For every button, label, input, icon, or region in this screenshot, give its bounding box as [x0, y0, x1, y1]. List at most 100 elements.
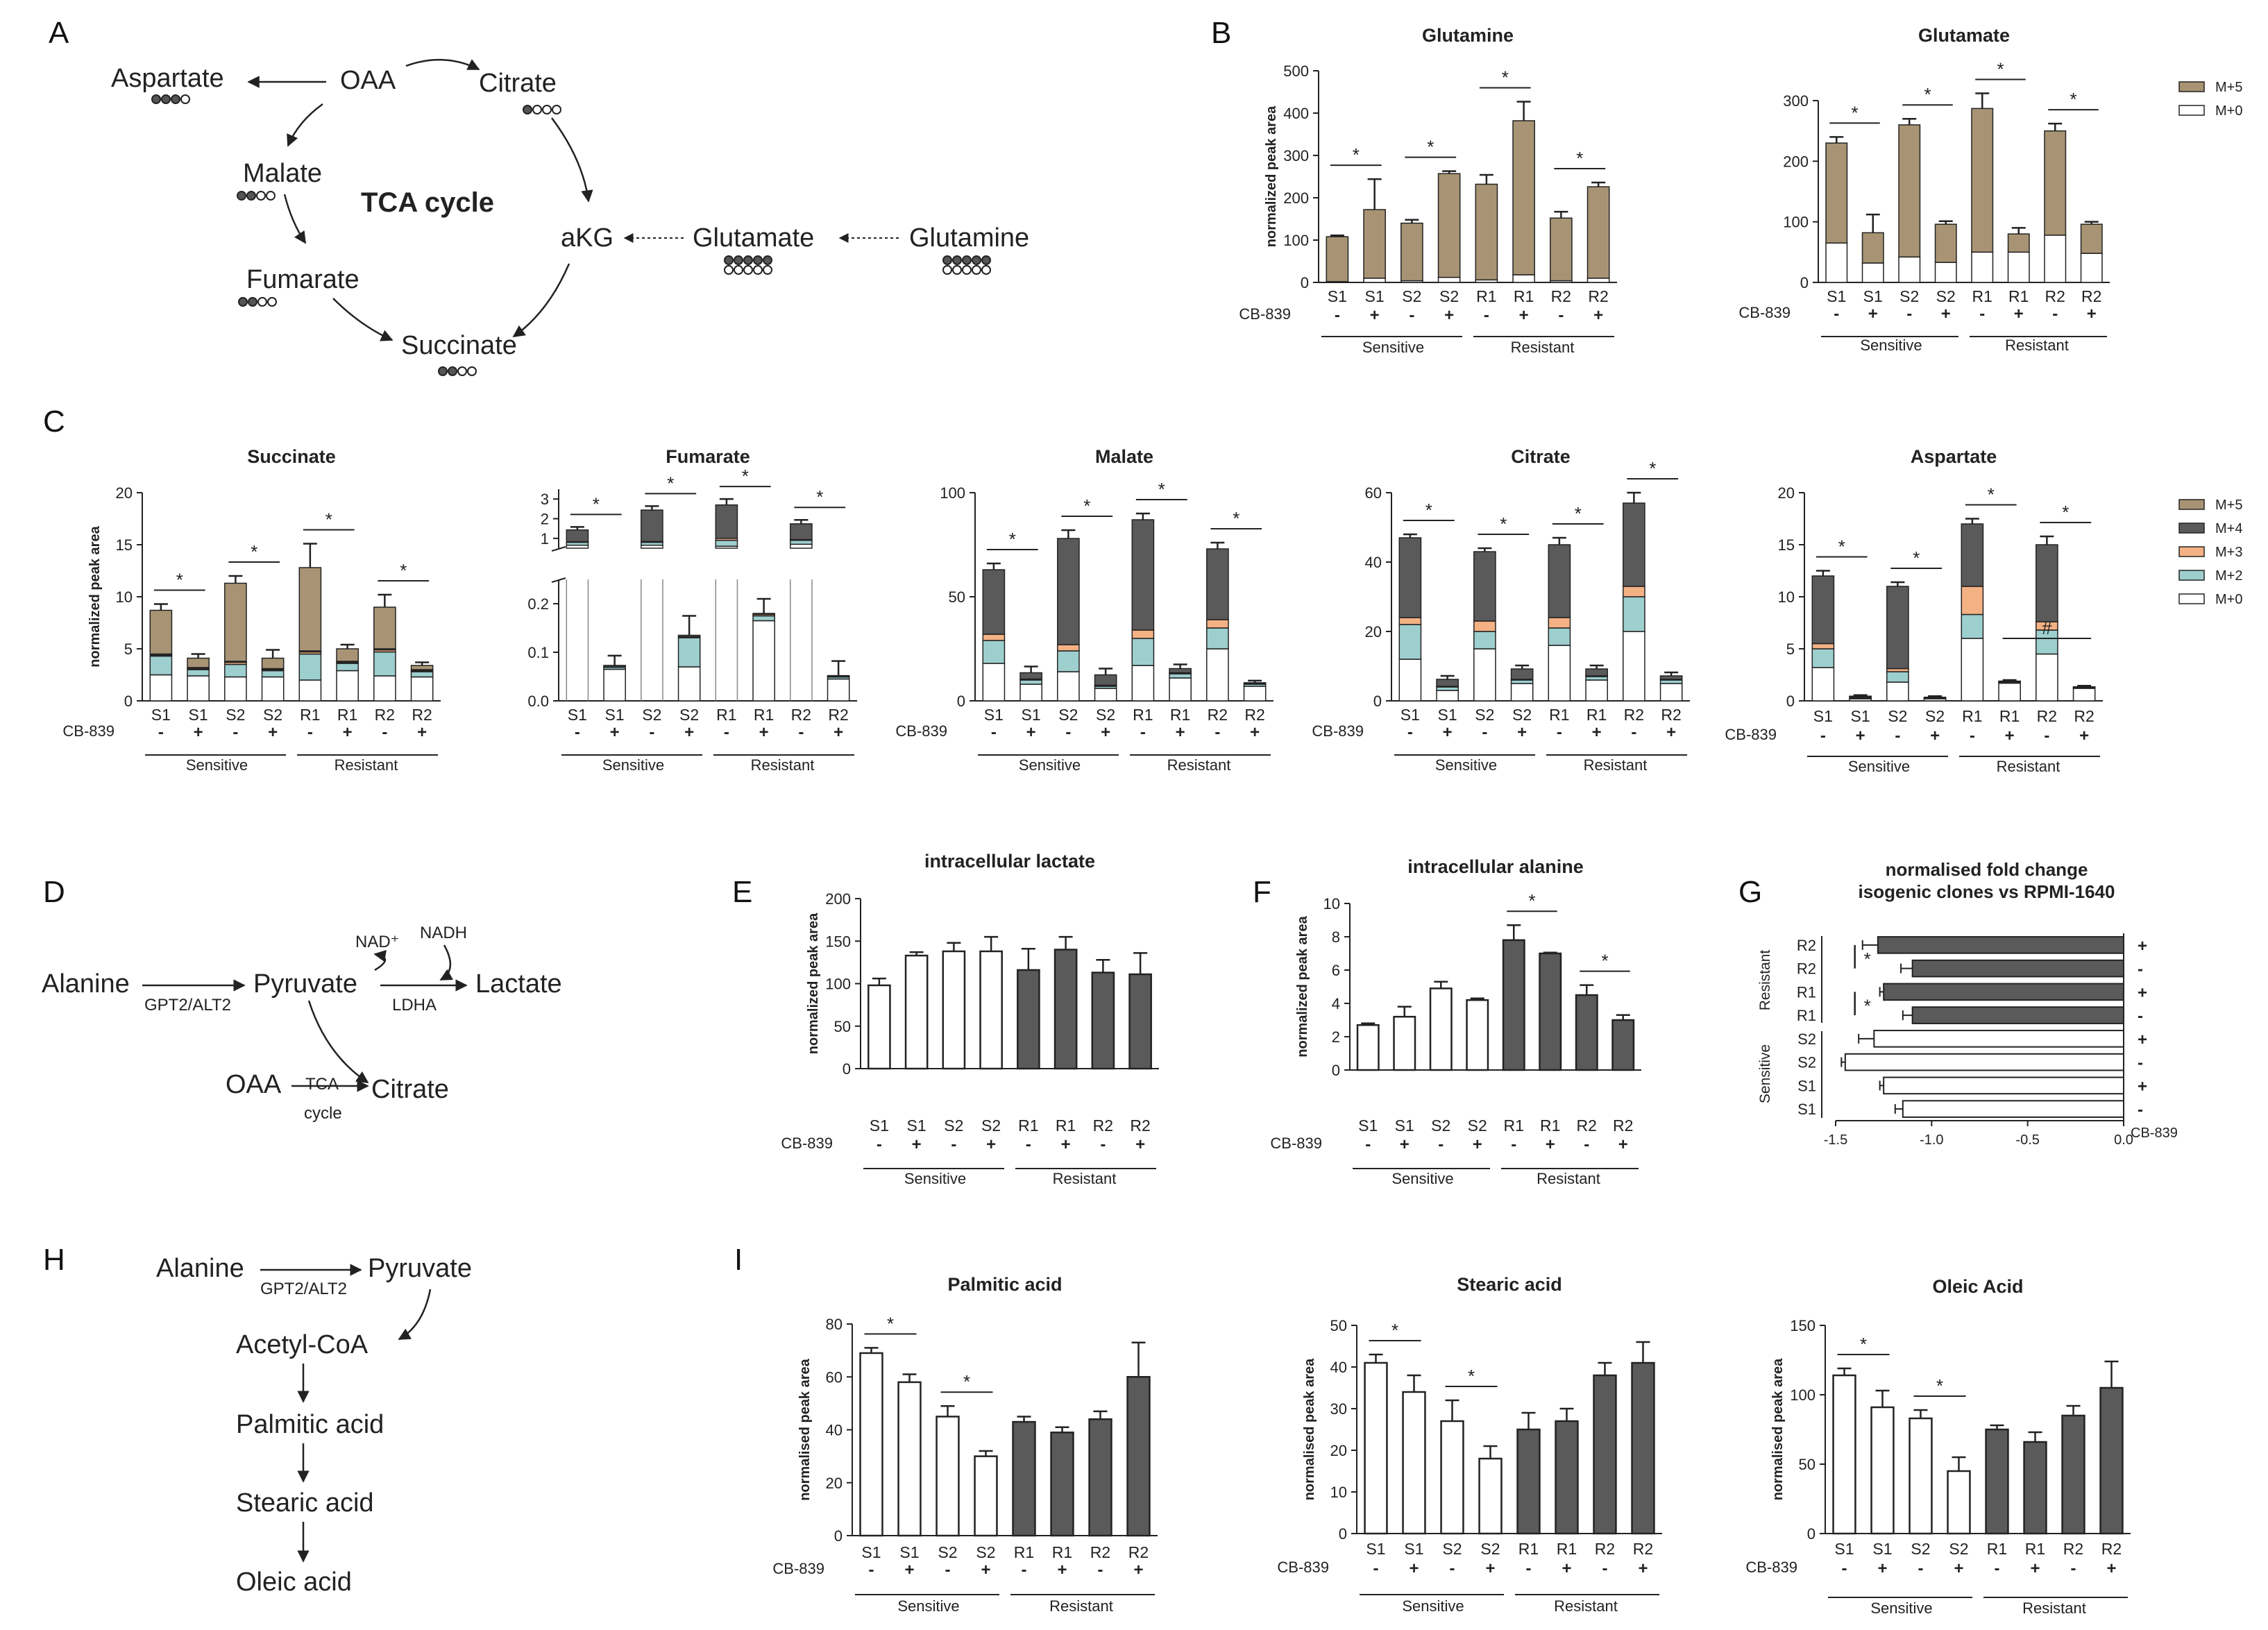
- cb839-sign: -: [1584, 1135, 1589, 1154]
- y-tick-label: 4: [1332, 995, 1340, 1012]
- significance-marker: *: [1860, 1334, 1867, 1355]
- chart-i2: Stearic acid 0 10 20 30 40 50 normalised peak a…: [1277, 1274, 1662, 1615]
- d-nadh: NADH: [420, 924, 467, 942]
- cb839-sign: -: [1438, 1135, 1444, 1154]
- category-label: R2: [828, 706, 848, 724]
- bar-segment-mplus0: [1363, 278, 1386, 283]
- significance-marker: *: [1468, 1366, 1475, 1386]
- bar-segment-mplus4: [1019, 672, 1042, 680]
- bar-segment-mplus2: [677, 637, 701, 668]
- significance-marker: *: [1913, 547, 1920, 568]
- chart-title: intracellular lactate: [924, 851, 1095, 872]
- y-tick-label: 400: [1283, 105, 1309, 122]
- y-tick-label: 150: [825, 933, 851, 950]
- bar-segment-mplus0: [149, 674, 173, 702]
- significance-marker: *: [1936, 1375, 1943, 1396]
- significance-marker: *: [1427, 137, 1434, 158]
- y-tick-label: 100: [1790, 1386, 1816, 1404]
- bar-segment-mplus5: [1898, 124, 1921, 258]
- category-label: S1: [1872, 1540, 1892, 1558]
- bar-segment-mplus5: [261, 657, 285, 670]
- panel-letter-g: G: [1738, 875, 1762, 909]
- cb839-sign: -: [945, 1561, 951, 1579]
- bar-segment-mplus4: [641, 509, 663, 543]
- category-label: R1: [1972, 287, 1992, 305]
- significance-marker: *: [1988, 484, 1995, 505]
- bar-segment-mplus2: [410, 671, 434, 678]
- bar-segment-mplus4: [1510, 668, 1534, 680]
- cb839-sign: -: [1834, 305, 1839, 323]
- group-label-resistant: Resistant: [2022, 1599, 2086, 1617]
- carbon-dot: [457, 366, 467, 376]
- bar-segment-mplus0: [603, 668, 626, 702]
- cb839-sign: +: [268, 723, 278, 742]
- bar-segment-mplus4: [1923, 697, 1947, 699]
- carbon-dot: [981, 265, 991, 275]
- d-citrate: Citrate: [371, 1075, 449, 1104]
- category-label: R1: [1476, 287, 1496, 305]
- category-label: S2: [1480, 1540, 1500, 1558]
- y-tick-label: 0: [1800, 274, 1809, 291]
- bar-segment-mplus2: [715, 539, 738, 547]
- bar-segment-mplus2: [1811, 648, 1835, 668]
- group-label-resistant: Resistant: [1167, 756, 1231, 774]
- tca-cycle-title: TCA cycle: [361, 187, 494, 218]
- bar: [1478, 1457, 1503, 1535]
- group-label-resistant: Resistant: [1511, 339, 1575, 356]
- significance-marker: *: [1851, 102, 1858, 123]
- bar-segment-mplus4: [2036, 544, 2058, 622]
- category-label: S1: [1358, 1117, 1378, 1135]
- carbon-dot: [237, 191, 246, 201]
- category-label: R2: [1613, 1117, 1633, 1135]
- bar-segment-mplus3: [1206, 619, 1229, 629]
- category-label: R2: [791, 706, 811, 724]
- y-tick-label: 15: [1778, 536, 1795, 554]
- y-tick-label: 60: [1365, 484, 1382, 502]
- bar-segment-mplus0: [1131, 665, 1155, 702]
- category-label: S1: [1834, 1540, 1854, 1558]
- treatment-label: CB-839: [1270, 1135, 1322, 1152]
- node-glutamine: Glutamine: [909, 223, 1029, 253]
- chart-title: Fumarate: [666, 446, 750, 467]
- bar-segment-mplus5: [1586, 186, 1610, 279]
- carbon-dot: [753, 255, 763, 265]
- bar-segment-mplus5: [373, 606, 396, 650]
- category-label: S1: [1022, 706, 1041, 724]
- y-tick-label: 6: [1332, 962, 1340, 979]
- bar-segment-mplus5: [2007, 233, 2030, 253]
- cb839-sign: -: [1557, 723, 1562, 742]
- bar-segment-mplus4: [1585, 668, 1608, 677]
- y-tick-label: 80: [826, 1316, 843, 1333]
- bar-segment-mplus0: [2007, 251, 2030, 283]
- bar-segment-mplus0: [1510, 683, 1534, 702]
- category-label: S2: [1475, 706, 1494, 724]
- bar-segment-mplus2: [336, 663, 359, 672]
- y-axis-label: normalized peak area: [1264, 105, 1279, 247]
- y-tick-label: 10: [1778, 588, 1795, 606]
- bar-segment-mplus2: [1206, 627, 1229, 650]
- category-label: R2: [1633, 1540, 1653, 1558]
- bar-segment-mplus0: [298, 679, 322, 702]
- bar-segment-mplus3: [1398, 617, 1422, 625]
- significance-marker: *: [1838, 536, 1845, 557]
- chart-subtitle: isogenic clones vs RPMI-1640: [1859, 881, 2115, 902]
- category-label: S1: [1797, 1101, 1816, 1118]
- bar-segment-mplus4: [1548, 544, 1571, 618]
- category-label: S1: [899, 1543, 919, 1561]
- category-label: R1: [1170, 706, 1190, 724]
- bar: [1883, 1076, 2125, 1095]
- y-axis-label: normalised peak area: [1302, 1358, 1317, 1500]
- bar: [859, 1352, 883, 1537]
- d-nad: NAD⁺: [355, 933, 399, 951]
- bar-segment-mplus3: [982, 634, 1006, 641]
- y-tick-label: 100: [940, 484, 965, 502]
- cb839-sign: +: [2138, 983, 2147, 1002]
- category-label: S2: [263, 706, 282, 724]
- carbon-dot: [981, 255, 991, 265]
- carbon-dot: [743, 255, 753, 265]
- y-tick-label: 0.2: [527, 595, 549, 613]
- significance-marker: *: [2062, 502, 2069, 523]
- cb839-sign: +: [2087, 305, 2097, 323]
- category-label: S2: [1439, 287, 1459, 305]
- group-label-sensitive: Sensitive: [1860, 337, 1922, 354]
